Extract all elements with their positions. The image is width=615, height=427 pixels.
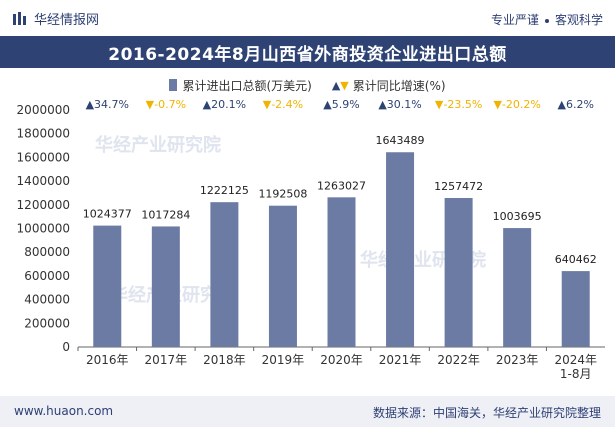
tagline: 专业严谨 客观科学 — [491, 11, 603, 28]
bar-value-label: 1257472 — [434, 180, 483, 193]
bar-value-label: 1643489 — [376, 134, 425, 147]
bar — [561, 271, 590, 347]
tagline-left: 专业严谨 — [490, 13, 539, 27]
y-tick-label: 2000000 — [17, 103, 70, 117]
bar — [93, 225, 122, 347]
x-tick-label: 2019年 — [262, 353, 305, 367]
y-tick-label: 1000000 — [17, 222, 70, 236]
footer-source: 数据来源：中国海关，华经产业研究院整理 — [372, 406, 601, 420]
bar — [268, 205, 297, 347]
legend-label-total: 累计进出口总额(万美元) — [182, 78, 312, 93]
x-tick-label: 2023年 — [496, 353, 539, 367]
growth-label: ▲34.7% — [86, 98, 129, 111]
bar-value-label: 1017284 — [141, 208, 190, 221]
bar-value-label: 1003695 — [493, 210, 542, 223]
x-tick-label: 2016年 — [86, 353, 129, 367]
x-tick-label: 2018年 — [203, 353, 246, 367]
growth-label: ▲30.1% — [378, 98, 421, 111]
bar — [444, 197, 473, 347]
bar — [151, 226, 180, 347]
x-tick-label: 2022年 — [437, 353, 480, 367]
top-bar: 华经情报网 专业严谨 客观科学 — [0, 0, 615, 36]
watermark-text: 华经产业研究院 — [95, 134, 221, 156]
growth-label: ▲5.9% — [323, 98, 359, 111]
legend-item-growth: ▲▼ 累计同比增速(%) — [332, 77, 446, 94]
bar — [327, 197, 356, 347]
tagline-right: 客观科学 — [554, 13, 603, 27]
y-tick-label: 1600000 — [17, 150, 70, 164]
brand: 华经情报网 — [12, 9, 99, 28]
footer-website: www.huaon.com — [14, 404, 114, 418]
y-tick-label: 600000 — [24, 269, 70, 283]
growth-label: ▼-0.7% — [146, 98, 186, 111]
growth-label: ▼-20.2% — [493, 98, 540, 111]
chart-axes: 0 200000 400000 600000 800000 1000000 1200000 1… — [17, 103, 605, 381]
legend-label-growth: 累计同比增速(%) — [352, 78, 446, 93]
bar — [210, 202, 239, 347]
brand-name: 华经情报网 — [34, 13, 100, 28]
bar-value-label: 1263027 — [317, 179, 366, 192]
growth-label: ▼-23.5% — [435, 98, 482, 111]
y-tick-label: 0 — [62, 340, 70, 354]
growth-label: ▲20.1% — [203, 98, 246, 111]
bar-value-label: 1192508 — [258, 188, 307, 201]
y-tick-label: 800000 — [24, 245, 70, 259]
chart-title: 2016-2024年8月山西省外商投资企业进出口总额 — [108, 44, 507, 65]
bar — [386, 152, 415, 347]
bar — [503, 228, 532, 347]
growth-labels: ▲34.7% ▼-0.7% ▲20.1% ▼-2.4% ▲5.9% ▲30.1% ▼-23.… — [86, 98, 594, 111]
growth-label: ▲6.2% — [558, 98, 594, 111]
y-tick-label: 1200000 — [17, 198, 70, 212]
chart-bars: 1024377 1017284 1222125 1192508 1263027 16434… — [83, 134, 597, 347]
x-tick-label: 2021年 — [379, 353, 422, 367]
bar-chart: 华经产业研究院 华经产业研究院 华经产业研究院 0200000400000600… — [17, 98, 605, 381]
bar-value-label: 1024377 — [83, 208, 132, 221]
bar-value-label: 640462 — [555, 253, 597, 266]
bar-value-label: 1222125 — [200, 184, 249, 197]
x-tick-label: 2020年 — [320, 353, 363, 367]
legend-triangle-swatch-icon: ▲▼ — [331, 78, 349, 92]
x-tick-label: 2017年 — [145, 353, 188, 367]
title-bar: 2016-2024年8月山西省外商投资企业进出口总额 — [0, 36, 615, 68]
huajing-logo-icon — [13, 11, 26, 25]
x-tick-label: 2024年 1-8月 — [554, 353, 597, 381]
legend-bar-swatch-icon — [169, 79, 178, 91]
y-tick-label: 1800000 — [17, 127, 70, 141]
legend-item-total: 累计进出口总额(万美元) — [169, 77, 312, 94]
y-tick-label: 200000 — [24, 316, 70, 330]
y-tick-label: 400000 — [24, 293, 70, 307]
separator-dot-icon — [544, 18, 549, 23]
chart-legend: 累计进出口总额(万美元) ▲▼ 累计同比增速(%) — [0, 74, 615, 96]
y-tick-label: 1400000 — [17, 174, 70, 188]
footer: www.huaon.com 数据来源：中国海关，华经产业研究院整理 — [0, 396, 615, 427]
growth-label: ▼-2.4% — [263, 98, 303, 111]
